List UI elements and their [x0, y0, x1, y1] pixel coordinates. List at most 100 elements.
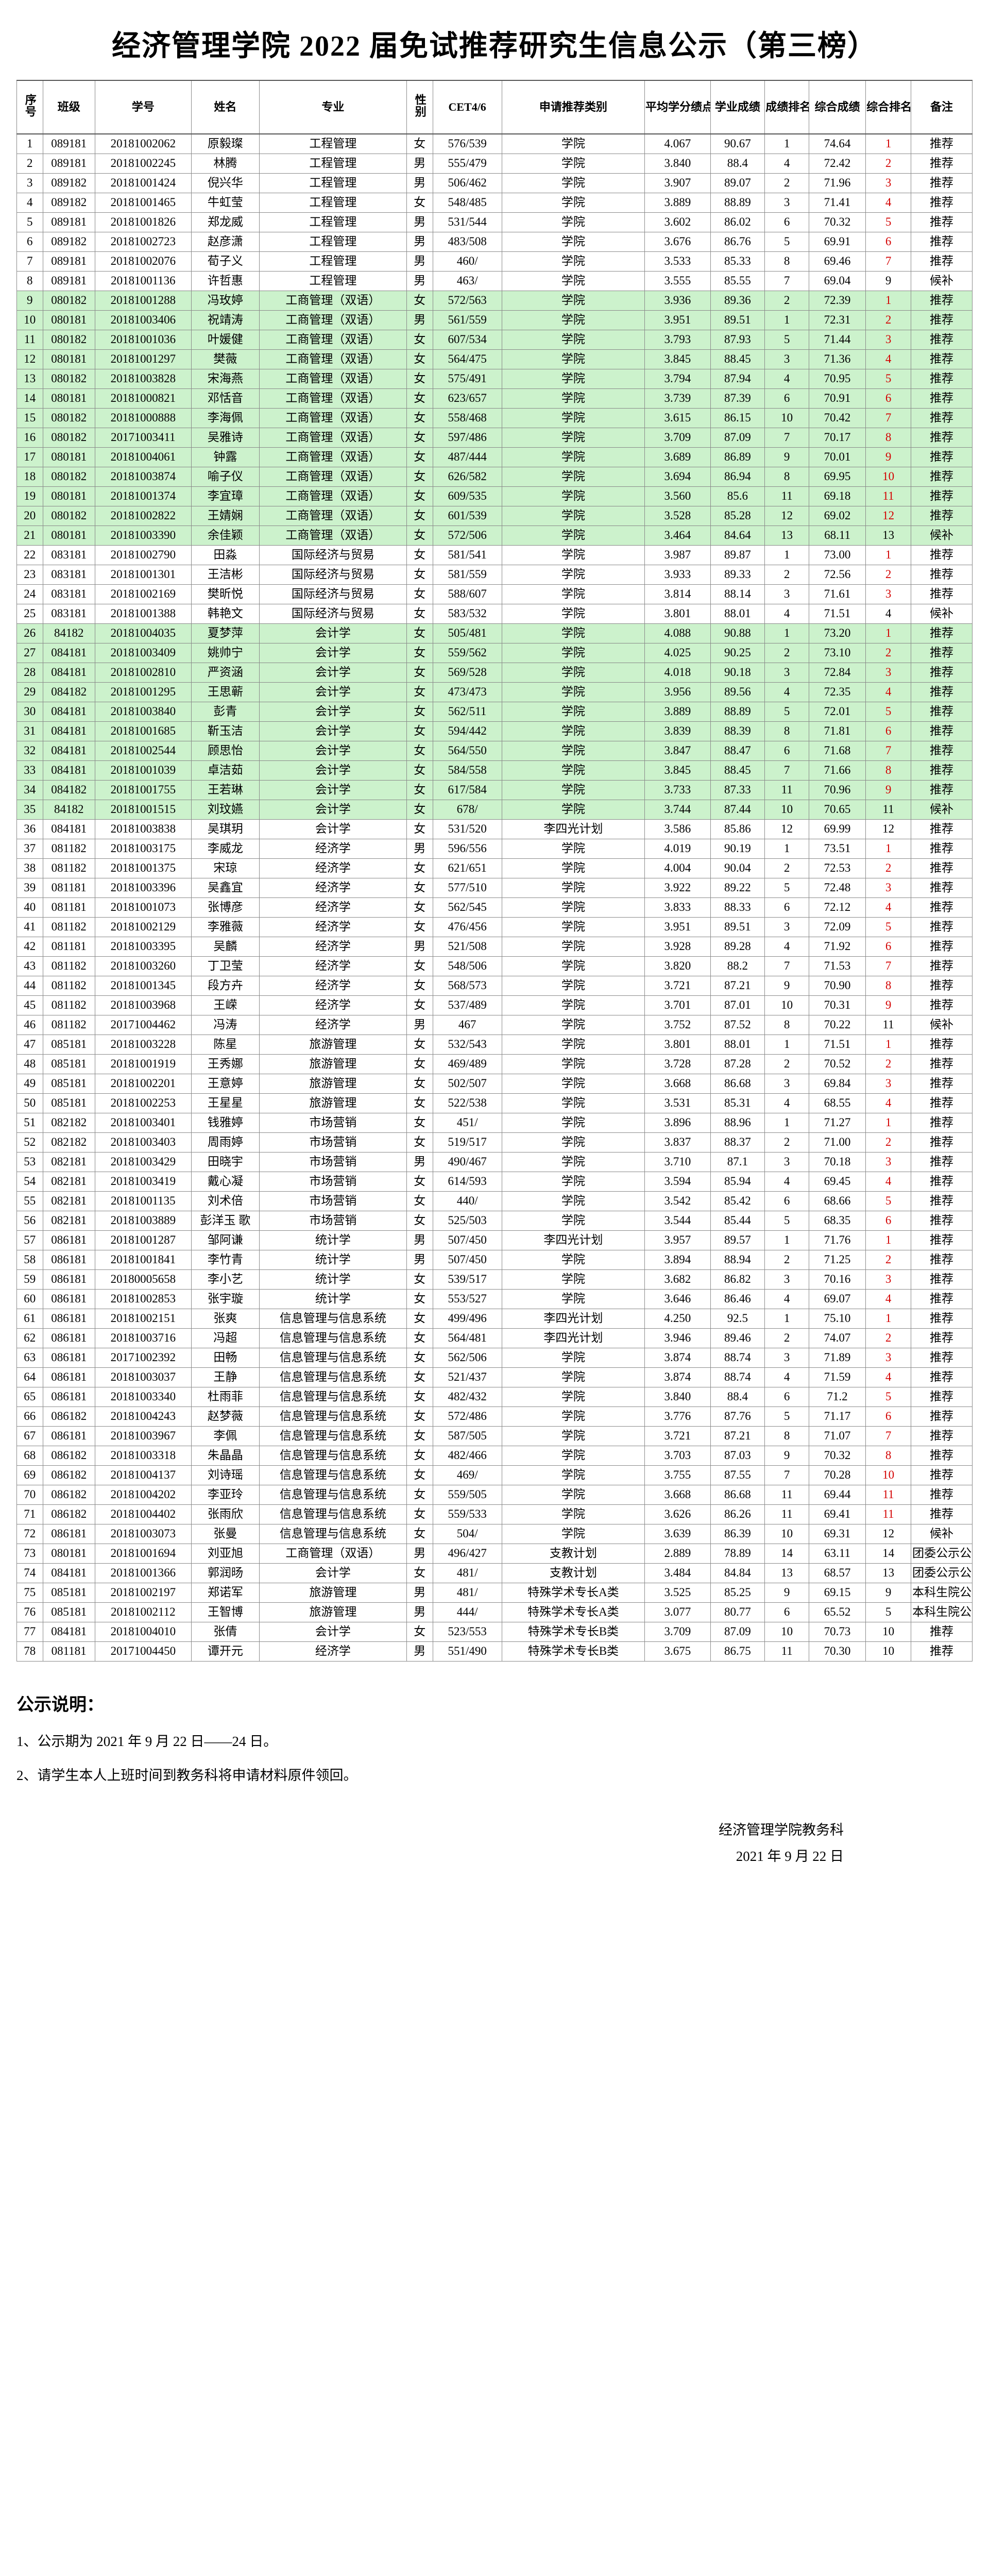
table-row: 75 085181 20181002197 郑诺军 旅游管理男 481/特殊学术专长A类 3… [16, 1582, 973, 1603]
cell-major: 信息管理与信息系统 [259, 1465, 407, 1485]
cell-student-id: 20181001039 [94, 760, 192, 781]
cell-index: 24 [16, 584, 43, 604]
cell-apply-type: 学院 [501, 427, 645, 448]
cell-comprehensive-rank: 2 [865, 1054, 912, 1074]
cell-gender: 女 [406, 917, 433, 937]
cell-remark: 推荐 [911, 153, 973, 174]
cell-score-rank: 4 [764, 603, 810, 624]
cell-remark: 推荐 [911, 1151, 973, 1172]
cell-index: 19 [16, 486, 43, 506]
cell-name: 刘玟嬿 [191, 799, 260, 820]
table-row: 8 089181 20181001136 许哲惠 工程管理男 463/学院 3.555 85.… [16, 270, 973, 291]
cell-score-rank: 2 [764, 564, 810, 585]
table-row: 10 080181 20181003406 祝靖涛 工商管理（双语）男 561/559 学院… [16, 310, 973, 330]
cell-gender: 女 [406, 133, 433, 154]
cell-gender: 女 [406, 1563, 433, 1583]
cell-cet: 519/517 [432, 1132, 502, 1153]
cell-name: 王婧娴 [191, 505, 260, 526]
cell-major: 工程管理 [259, 251, 407, 272]
table-row: 60 086181 20181002853 张宇璇 统计学女 553/527 学院 3.646… [16, 1289, 973, 1309]
cell-remark: 推荐 [911, 408, 973, 428]
table-row: 33 084181 20181001039 卓洁茹 会计学女 584/558 学院 3.845… [16, 760, 973, 781]
cell-academic-score: 78.89 [710, 1543, 765, 1564]
cell-gpa: 3.820 [644, 956, 711, 976]
table-row: 62 086181 20181003716 冯超 信息管理与信息系统女 564/481 李四… [16, 1328, 973, 1348]
cell-cet: 482/466 [432, 1445, 502, 1466]
cell-index: 12 [16, 349, 43, 369]
cell-comprehensive-score: 71.96 [809, 173, 866, 193]
cell-gender: 女 [406, 1093, 433, 1113]
cell-cet: 481/ [432, 1582, 502, 1603]
cell-student-id: 20181001295 [94, 682, 192, 702]
cell-comprehensive-rank: 6 [865, 1406, 912, 1427]
cell-apply-type: 学院 [501, 251, 645, 272]
cell-gender: 女 [406, 290, 433, 311]
cell-remark: 推荐 [911, 1328, 973, 1348]
cell-score-rank: 1 [764, 133, 810, 154]
cell-apply-type: 特殊学术专长A类 [501, 1582, 645, 1603]
cell-name: 钱雅婷 [191, 1112, 260, 1133]
cell-comprehensive-score: 73.51 [809, 838, 866, 859]
cell-cet: 564/475 [432, 349, 502, 369]
cell-comprehensive-score: 69.46 [809, 251, 866, 272]
cell-academic-score: 90.88 [710, 623, 765, 643]
cell-score-rank: 12 [764, 505, 810, 526]
cell-index: 72 [16, 1523, 43, 1544]
cell-gender: 女 [406, 975, 433, 996]
cell-comprehensive-score: 71.61 [809, 584, 866, 604]
cell-cet: 548/485 [432, 192, 502, 213]
cell-cet: 609/535 [432, 486, 502, 506]
cell-student-id: 20181004202 [94, 1484, 192, 1505]
cell-academic-score: 88.4 [710, 1386, 765, 1407]
cell-gender: 女 [406, 623, 433, 643]
cell-major: 旅游管理 [259, 1093, 407, 1113]
cell-major: 统计学 [259, 1269, 407, 1290]
cell-gpa: 3.676 [644, 231, 711, 252]
cell-comprehensive-rank: 14 [865, 1543, 912, 1564]
cell-index: 42 [16, 936, 43, 957]
cell-remark: 推荐 [911, 858, 973, 878]
cell-cet: 521/437 [432, 1367, 502, 1387]
cell-apply-type: 李四光计划 [501, 1308, 645, 1329]
cell-score-rank: 8 [764, 466, 810, 487]
cell-class: 081182 [42, 995, 95, 1015]
cell-cet: 481/ [432, 1563, 502, 1583]
cell-name: 李宜璋 [191, 486, 260, 506]
cell-comprehensive-score: 69.95 [809, 466, 866, 487]
cell-class: 080181 [42, 525, 95, 546]
table-row: 45 081182 20181003968 王嵘 经济学女 537/489 学院 3.701 8… [16, 995, 973, 1015]
cell-apply-type: 学院 [501, 1210, 645, 1231]
cell-apply-type: 学院 [501, 1014, 645, 1035]
cell-index: 29 [16, 682, 43, 702]
cell-student-id: 20181002129 [94, 917, 192, 937]
cell-comprehensive-score: 71.27 [809, 1112, 866, 1133]
cell-comprehensive-score: 70.28 [809, 1465, 866, 1485]
cell-index: 8 [16, 270, 43, 291]
cell-apply-type: 学院 [501, 368, 645, 389]
cell-cet: 626/582 [432, 466, 502, 487]
cell-comprehensive-score: 73.20 [809, 623, 866, 643]
cell-major: 信息管理与信息系统 [259, 1328, 407, 1348]
cell-academic-score: 85.44 [710, 1210, 765, 1231]
cell-index: 17 [16, 447, 43, 467]
cell-index: 38 [16, 858, 43, 878]
cell-name: 周雨婷 [191, 1132, 260, 1153]
table-row: 46 081182 20171004462 冯涛 经济学男 467 学院 3.752 87.52… [16, 1014, 973, 1035]
cell-remark: 推荐 [911, 1230, 973, 1250]
cell-student-id: 20181000821 [94, 388, 192, 409]
cell-comprehensive-rank: 13 [865, 525, 912, 546]
col-header-index: 序号 [16, 80, 43, 134]
cell-apply-type: 支教计划 [501, 1563, 645, 1583]
cell-gender: 女 [406, 819, 433, 839]
cell-comprehensive-score: 68.11 [809, 525, 866, 546]
cell-class: 086181 [42, 1328, 95, 1348]
cell-comprehensive-rank: 3 [865, 662, 912, 683]
cell-academic-score: 88.37 [710, 1132, 765, 1153]
cell-academic-score: 88.33 [710, 897, 765, 918]
table-row: 11 080182 20181001036 叶媛健 工商管理（双语）女 607/534 学院… [16, 329, 973, 350]
table-row: 67 086181 20181003967 李佩 信息管理与信息系统女 587/505 学院… [16, 1426, 973, 1446]
cell-comprehensive-rank: 2 [865, 1249, 912, 1270]
cell-name: 冯玫婷 [191, 290, 260, 311]
cell-gpa: 4.018 [644, 662, 711, 683]
cell-comprehensive-score: 70.30 [809, 1641, 866, 1662]
